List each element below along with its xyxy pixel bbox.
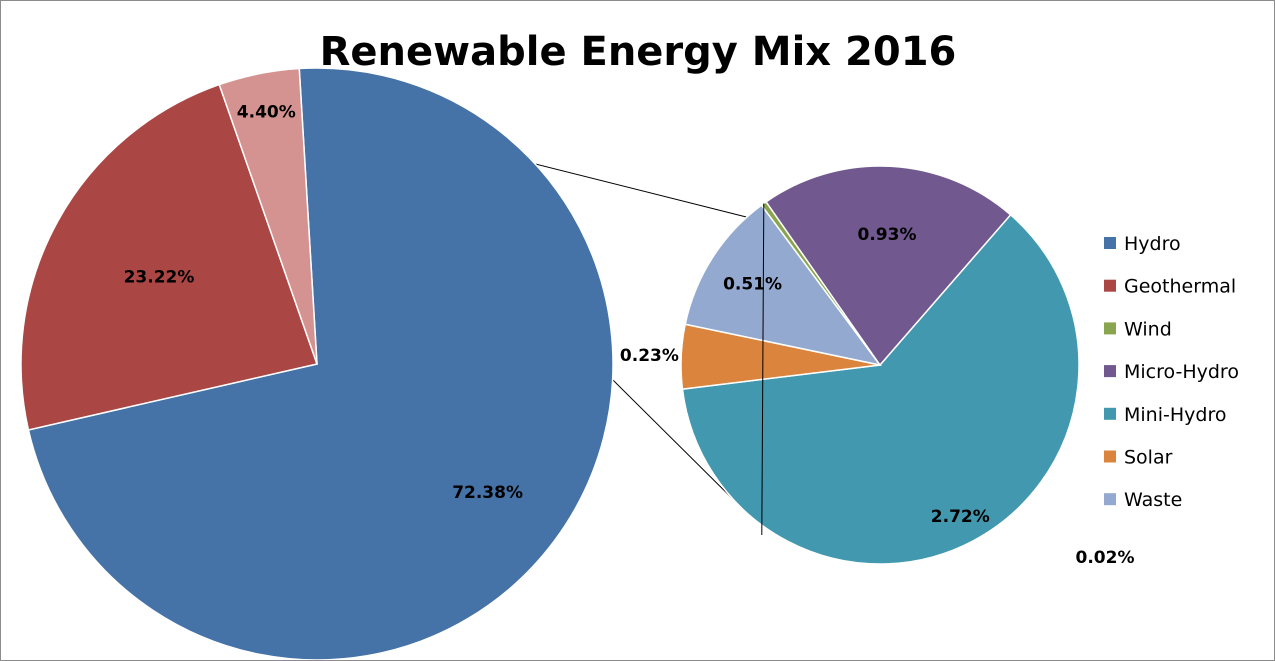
- secondary-pie: 2.72% 0.23% 0.51% 0.02% 0.93%: [620, 165, 1135, 568]
- data-label-mini-hydro: 2.72%: [931, 507, 990, 527]
- slice-geothermal: [20, 83, 318, 431]
- legend-item-hydro: Hydro: [1104, 233, 1181, 255]
- legend-swatch-solar: [1104, 450, 1116, 463]
- legend-label-solar: Solar: [1124, 447, 1173, 469]
- slice-micro-hydro: [765, 165, 1012, 367]
- leader-line-wind: [761, 203, 765, 536]
- data-label-micro-hydro: 0.93%: [858, 225, 917, 245]
- data-label-geothermal: 23.22%: [124, 268, 195, 288]
- legend-swatch-hydro: [1104, 237, 1116, 249]
- chart-title: Renewable Energy Mix 2016: [320, 29, 957, 75]
- data-label-wind: 0.02%: [1076, 548, 1135, 568]
- legend-label-wind: Wind: [1124, 318, 1172, 340]
- legend-label-geothermal: Geothermal: [1124, 276, 1236, 298]
- legend-swatch-mini-hydro: [1104, 407, 1116, 420]
- legend-item-wind: Wind: [1104, 318, 1172, 340]
- data-label-waste: 0.51%: [723, 274, 782, 294]
- legend-label-micro-hydro: Micro-Hydro: [1124, 361, 1239, 383]
- legend-swatch-micro-hydro: [1104, 365, 1116, 378]
- slice-mini-hydro: [681, 213, 1080, 565]
- slice-other: [218, 67, 318, 365]
- legend-item-mini-hydro: Mini-Hydro: [1104, 404, 1226, 426]
- legend-item-waste: Waste: [1104, 489, 1182, 511]
- legend-item-micro-hydro: Micro-Hydro: [1104, 361, 1239, 383]
- legend-label-waste: Waste: [1124, 489, 1182, 511]
- legend-swatch-wind: [1104, 322, 1116, 335]
- legend-label-mini-hydro: Mini-Hydro: [1124, 404, 1226, 426]
- slice-hydro: [27, 67, 614, 660]
- data-label-other: 4.40%: [237, 103, 296, 123]
- legend-item-solar: Solar: [1104, 447, 1173, 469]
- slice-waste: [684, 204, 882, 367]
- data-label-solar: 0.23%: [620, 346, 679, 366]
- legend-swatch-geothermal: [1104, 279, 1116, 292]
- legend-item-geothermal: Geothermal: [1104, 276, 1236, 298]
- legend-swatch-waste: [1104, 493, 1116, 506]
- legend: Hydro Geothermal Wind Micro-Hydro Mini-Hydro…: [1104, 233, 1239, 511]
- primary-pie: 72.38% 23.22% 4.40%: [20, 67, 614, 660]
- data-label-hydro: 72.38%: [452, 483, 523, 503]
- legend-label-hydro: Hydro: [1124, 233, 1181, 255]
